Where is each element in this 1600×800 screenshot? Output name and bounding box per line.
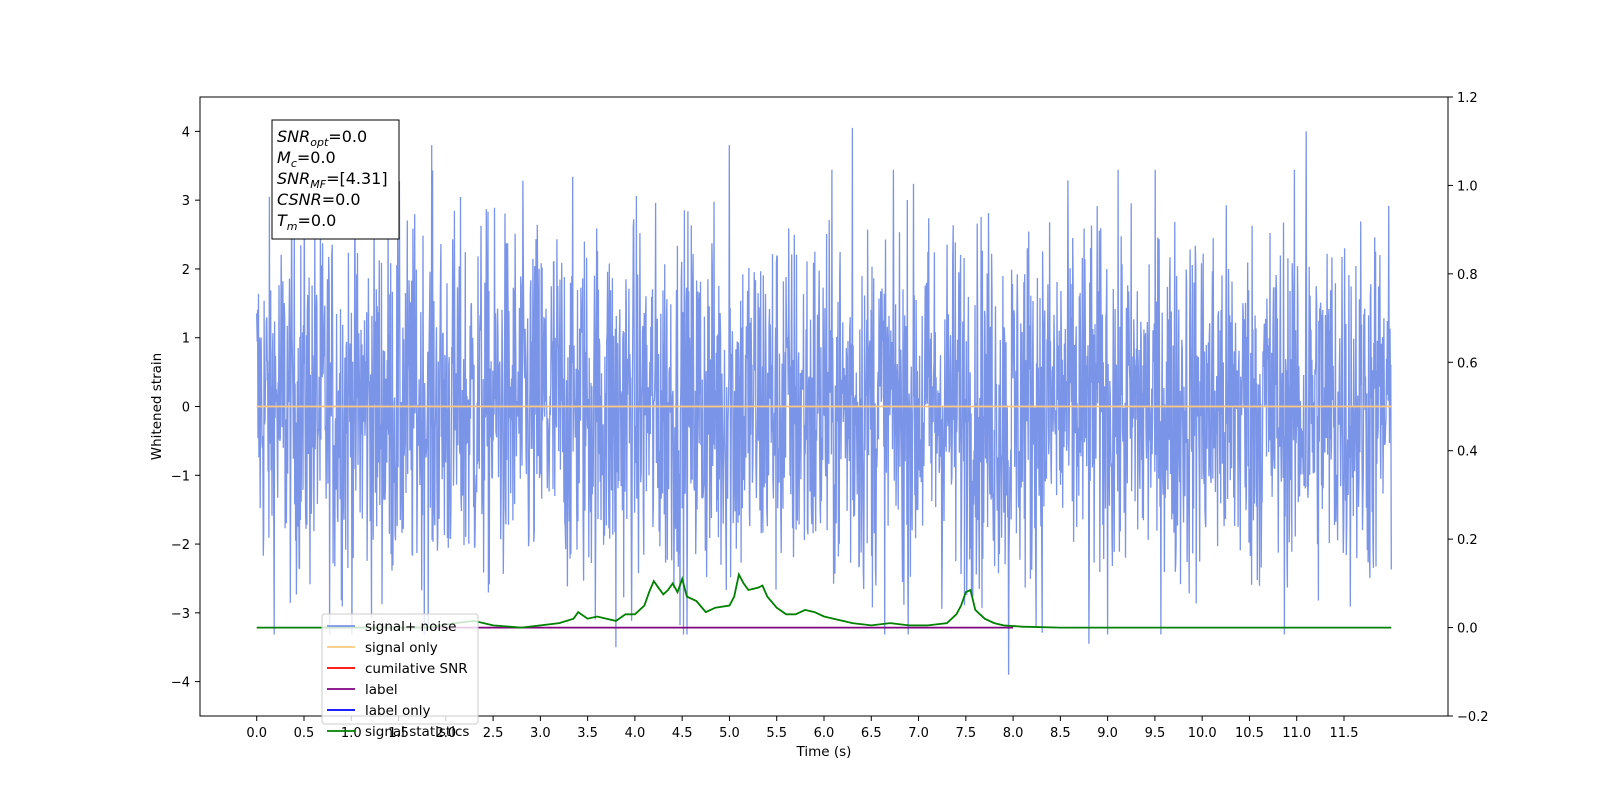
- x-tick-label: 4.5: [672, 726, 693, 741]
- y-tick-label: 1: [182, 332, 190, 347]
- y-tick-label: 2: [182, 263, 190, 278]
- y2-axis-ticks: −0.2 0.0 0.2 0.4 0.6 0.8 1.0 1.2: [1448, 91, 1489, 725]
- stats-value: =0.0: [298, 211, 337, 230]
- y-tick-label: −2: [171, 538, 190, 553]
- x-tick-label: 9.5: [1145, 726, 1166, 741]
- x-tick-label: 5.5: [766, 726, 787, 741]
- y2-tick-label: 0.4: [1457, 445, 1478, 460]
- x-tick-label: 6.5: [861, 726, 882, 741]
- stats-value: =0.0: [328, 127, 367, 146]
- y2-tick-label: 0.2: [1457, 533, 1478, 548]
- y2-tick-label: 0.6: [1457, 356, 1478, 371]
- legend-entry: cumilative SNR: [365, 661, 468, 677]
- y-axis-label: Whitened strain: [149, 353, 165, 460]
- y2-tick-label: 1.2: [1457, 91, 1478, 106]
- y-tick-label: −4: [171, 676, 190, 691]
- stats-line: SNRopt=0.0: [277, 127, 367, 149]
- x-tick-label: 2.0: [435, 726, 456, 741]
- x-axis-ticks: 0.0 0.5 1.0 1.5 2.0 2.5 3.0 3.5 4.0 4.5 5.0 5.5 6.0 6…: [246, 716, 1358, 741]
- x-tick-label: 10.5: [1235, 726, 1264, 741]
- stats-symbol: T: [277, 211, 288, 230]
- legend-entry: signal only: [365, 640, 438, 656]
- stats-subscript: opt: [310, 136, 329, 149]
- legend-entry: label: [365, 682, 398, 698]
- series-line-signal-statistics: [256, 571, 1392, 629]
- stats-subscript: m: [287, 220, 298, 233]
- x-tick-label: 10.0: [1188, 726, 1217, 741]
- x-tick-label: 4.0: [625, 726, 646, 741]
- x-axis-label: Time (s): [796, 744, 852, 760]
- noise-series: [256, 127, 1392, 675]
- y-tick-label: −3: [171, 607, 190, 622]
- stats-symbol: SNR: [277, 169, 310, 188]
- y2-tick-label: −0.2: [1457, 710, 1489, 725]
- legend-entry: signal statistics: [365, 724, 469, 740]
- y2-tick-label: 0.8: [1457, 268, 1478, 283]
- x-tick-label: 9.0: [1097, 726, 1118, 741]
- x-tick-label: 8.0: [1003, 726, 1024, 741]
- legend-entry: label only: [365, 703, 431, 719]
- x-tick-label: 0.5: [294, 726, 315, 741]
- stats-value: =[4.31]: [326, 169, 388, 188]
- stats-line: SNRMF=[4.31]: [277, 169, 388, 191]
- stats-symbol: M: [277, 148, 291, 167]
- x-tick-label: 1.0: [341, 726, 362, 741]
- stats-line: Tm=0.0: [277, 211, 336, 233]
- stats-subscript: c: [291, 157, 297, 170]
- y-tick-label: 3: [182, 194, 190, 209]
- stats-symbol: SNR: [277, 127, 310, 146]
- x-tick-label: 1.5: [388, 726, 409, 741]
- legend-frame: [321, 613, 479, 725]
- stats-subscript: MF: [310, 178, 326, 191]
- legend: signal+ noise signal only cumilative SNR la…: [321, 613, 479, 740]
- series-line-signal-noise: [256, 127, 1392, 675]
- y-tick-label: −1: [171, 469, 190, 484]
- x-tick-label: 7.0: [908, 726, 929, 741]
- stats-box: SNRopt=0.0Mc=0.0SNRMF=[4.31]CSNR=0.0Tm=0…: [271, 119, 400, 240]
- x-tick-label: 6.0: [814, 726, 835, 741]
- y-axis-ticks: −4 −3 −2 −1 0 1 2 3 4: [171, 125, 200, 691]
- stats-value: =0.0: [322, 190, 361, 209]
- stats-box-frame: [271, 119, 400, 240]
- x-tick-label: 3.5: [577, 726, 598, 741]
- x-tick-label: 0.0: [246, 726, 267, 741]
- y2-tick-label: 1.0: [1457, 179, 1478, 194]
- x-tick-label: 8.5: [1050, 726, 1071, 741]
- legend-entry: signal+ noise: [365, 619, 456, 635]
- x-tick-label: 11.0: [1282, 726, 1311, 741]
- x-tick-label: 3.0: [530, 726, 551, 741]
- stats-symbol: CSNR: [277, 190, 322, 209]
- x-tick-label: 7.5: [955, 726, 976, 741]
- x-tick-label: 5.0: [719, 726, 740, 741]
- x-tick-label: 11.5: [1330, 726, 1359, 741]
- stats-line: CSNR=0.0: [277, 190, 361, 209]
- stats-line: Mc=0.0: [277, 148, 336, 170]
- y-tick-label: 4: [182, 125, 190, 140]
- y2-tick-label: 0.0: [1457, 622, 1478, 637]
- y-tick-label: 0: [182, 401, 190, 416]
- stats-value: =0.0: [297, 148, 336, 167]
- x-tick-label: 2.5: [483, 726, 504, 741]
